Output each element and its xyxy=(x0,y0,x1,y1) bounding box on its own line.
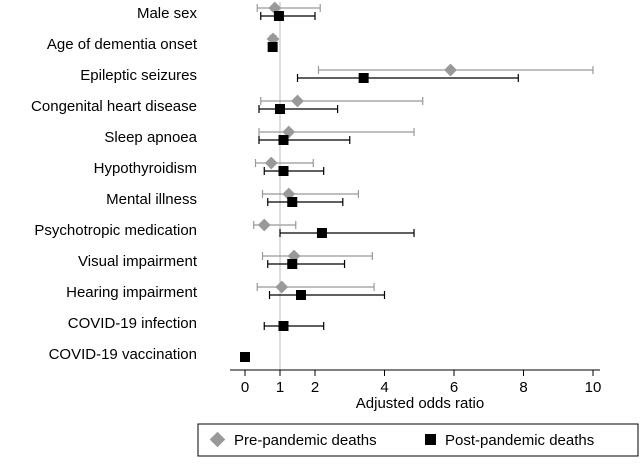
legend-marker-post xyxy=(425,434,436,445)
category-label: COVID-19 vaccination xyxy=(49,346,197,363)
point-marker-post xyxy=(240,352,250,362)
category-label: Congenital heart disease xyxy=(31,98,197,115)
legend-label-pre: Pre-pandemic deaths xyxy=(234,432,377,449)
x-tick-label: 0 xyxy=(241,379,249,396)
category-label: Hypothyroidism xyxy=(94,160,197,177)
legend-marker-pre xyxy=(209,431,226,448)
category-label: Hearing impairment xyxy=(66,284,198,301)
category-label: Psychotropic medication xyxy=(34,222,197,239)
category-label: Mental illness xyxy=(106,191,197,208)
category-label: Sleep apnoea xyxy=(104,129,197,146)
category-label: COVID-19 infection xyxy=(68,315,197,332)
x-tick-label: 6 xyxy=(450,379,458,396)
point-marker-post xyxy=(296,290,306,300)
point-marker-post xyxy=(287,259,298,269)
point-marker-post xyxy=(278,321,289,331)
category-label: Male sex xyxy=(137,5,198,22)
point-marker-post xyxy=(358,73,369,83)
legend-box xyxy=(197,423,639,457)
x-tick-label: 1 xyxy=(276,379,284,396)
point-marker-post xyxy=(275,104,285,114)
legend-label-post: Post-pandemic deaths xyxy=(445,432,594,449)
point-marker-pre xyxy=(257,218,271,232)
point-marker-post xyxy=(267,42,278,52)
x-axis-label: Adjusted odds ratio xyxy=(356,395,484,412)
point-marker-pre xyxy=(275,280,289,294)
point-marker-pre xyxy=(291,94,304,108)
point-marker-pre xyxy=(264,156,278,170)
point-marker-post xyxy=(278,135,289,145)
point-marker-post xyxy=(278,166,289,176)
x-tick-label: 10 xyxy=(585,379,602,396)
point-marker-post xyxy=(287,197,298,207)
category-label: Visual impairment xyxy=(78,253,198,270)
point-marker-post xyxy=(316,228,327,238)
x-tick-label: 2 xyxy=(311,379,319,396)
category-label: Age of dementia onset xyxy=(47,36,198,53)
x-tick-label: 4 xyxy=(380,379,388,396)
point-marker-pre xyxy=(444,63,457,77)
category-label: Epileptic seizures xyxy=(80,67,197,84)
point-marker-post xyxy=(273,11,284,21)
x-tick-label: 8 xyxy=(519,379,527,396)
legend: Pre-pandemic deaths Post-pandemic deaths xyxy=(197,423,639,457)
